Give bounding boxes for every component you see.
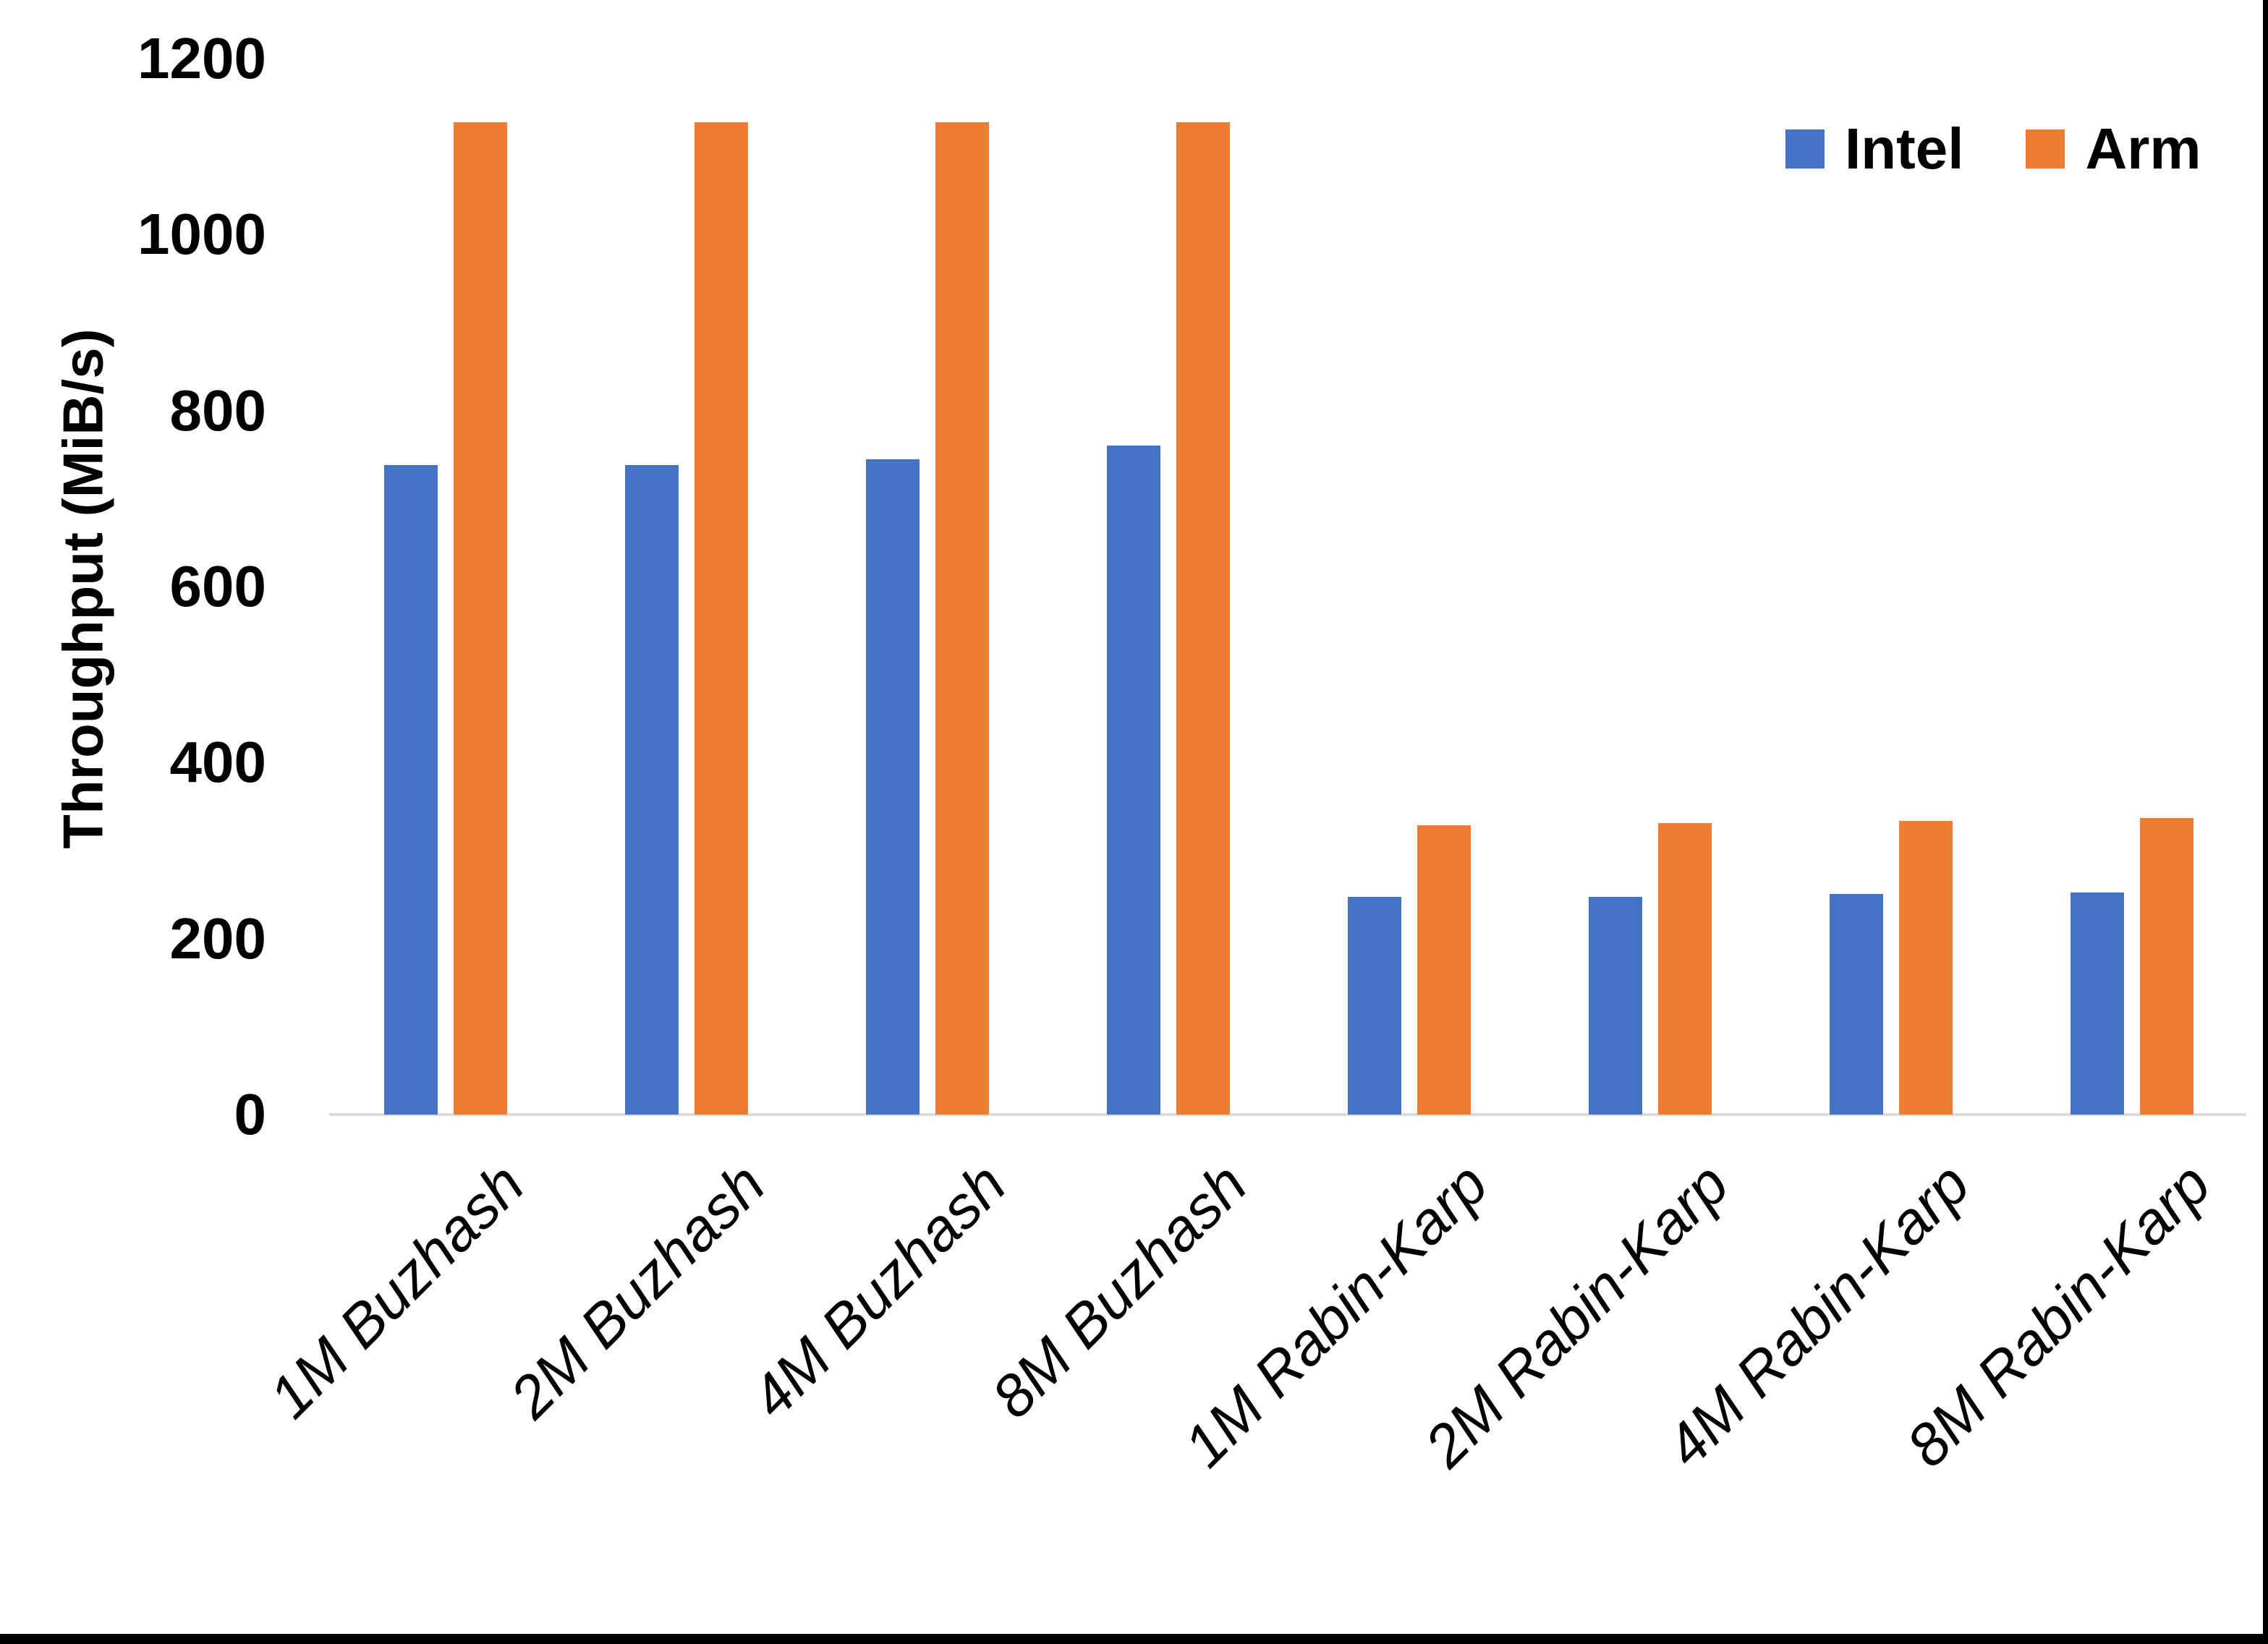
y-tick-label-800: 800 <box>169 378 266 443</box>
y-tick-label-400: 400 <box>169 730 266 795</box>
legend-label-intel: Intel <box>1845 116 1964 181</box>
x-category-label-4m-buzhash: 4M Buzhash <box>739 1151 1019 1431</box>
bar-intel-1m-rabin-karp <box>1348 897 1401 1115</box>
x-category-label-1m-buzhash: 1M Buzhash <box>257 1151 537 1431</box>
bar-intel-2m-buzhash <box>625 465 679 1115</box>
bar-arm-4m-rabin-karp <box>1899 820 1953 1115</box>
legend-item-arm: Arm <box>2026 120 2201 178</box>
bar-intel-4m-buzhash <box>866 459 919 1115</box>
y-tick-label-0: 0 <box>234 1082 267 1146</box>
legend-label-arm: Arm <box>2085 116 2201 181</box>
right-border-bar <box>2263 0 2268 1644</box>
bar-arm-8m-rabin-karp <box>2140 817 2193 1115</box>
legend-swatch-arm <box>2026 129 2065 169</box>
y-tick-label-1000: 1000 <box>137 202 266 267</box>
legend-item-intel: Intel <box>1785 120 1963 178</box>
bar-arm-1m-buzhash <box>454 122 507 1115</box>
bar-arm-4m-buzhash <box>935 122 989 1115</box>
bottom-border-bar <box>0 1634 2268 1644</box>
bar-intel-8m-buzhash <box>1107 446 1160 1115</box>
x-axis-line <box>329 1113 2246 1116</box>
bar-intel-4m-rabin-karp <box>1830 893 1883 1115</box>
bar-intel-2m-rabin-karp <box>1589 897 1642 1115</box>
bar-arm-8m-buzhash <box>1176 122 1230 1115</box>
legend-swatch-intel <box>1785 129 1825 169</box>
y-tick-label-200: 200 <box>169 906 266 971</box>
bar-intel-8m-rabin-karp <box>2070 893 2124 1115</box>
bar-arm-1m-rabin-karp <box>1417 825 1471 1115</box>
y-tick-label-1200: 1200 <box>137 26 266 90</box>
bar-arm-2m-rabin-karp <box>1658 823 1712 1115</box>
legend: Intel Arm <box>1785 120 2201 178</box>
bar-arm-2m-buzhash <box>695 122 748 1115</box>
bar-intel-1m-buzhash <box>384 465 438 1115</box>
y-tick-label-600: 600 <box>169 554 266 618</box>
x-category-label-2m-buzhash: 2M Buzhash <box>498 1151 778 1431</box>
